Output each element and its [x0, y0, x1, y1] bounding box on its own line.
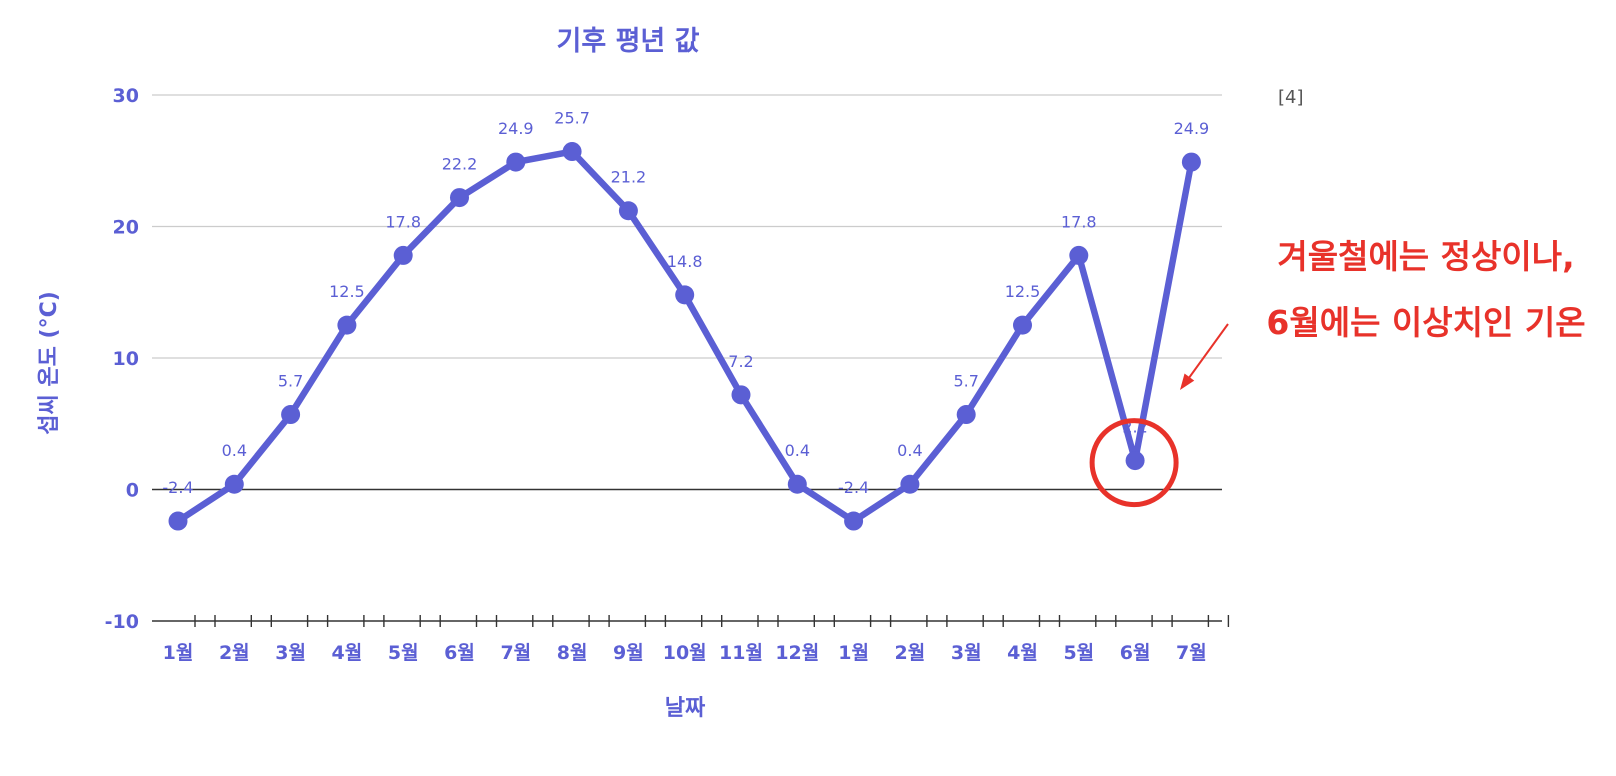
- data-label: 5.7: [953, 372, 978, 391]
- data-label: 24.9: [1174, 119, 1210, 138]
- annotation: 겨울철에는 정상이나, 6월에는 이상치인 기온: [1089, 237, 1586, 508]
- data-label: 14.8: [667, 252, 703, 271]
- annotation-arrow-head: [1180, 373, 1195, 390]
- chart-title: 기후 평년 값: [557, 26, 700, 57]
- x-tick-label: 11월: [719, 642, 763, 664]
- highlight-circle: [1089, 418, 1179, 508]
- data-points: [168, 142, 1201, 531]
- x-tick-label: 3월: [951, 642, 982, 664]
- y-tick-label: 10: [113, 348, 139, 370]
- series-polyline: [174, 148, 1195, 525]
- data-point: [1181, 152, 1201, 172]
- reference-label: [4]: [1278, 87, 1304, 108]
- grid: [152, 94, 1222, 622]
- x-tick-label: 6월: [444, 642, 475, 664]
- data-point: [844, 511, 864, 531]
- data-point: [168, 511, 188, 531]
- x-tick-label: 1월: [163, 642, 194, 664]
- data-point: [1013, 315, 1032, 335]
- data-point: [337, 315, 357, 335]
- y-tick-label: -10: [105, 611, 139, 633]
- data-label: 17.8: [1061, 212, 1097, 231]
- data-point: [900, 474, 920, 494]
- x-tick-label: 10월: [663, 642, 707, 664]
- data-labels: -2.4 0.4 5.7 12.5 17.8 22.2 24.9 25.7 21.2 14.8 7.…: [162, 109, 1209, 498]
- data-label: -2.4: [162, 478, 193, 497]
- data-label: 12.5: [329, 282, 365, 301]
- x-tick-label: 5월: [388, 642, 419, 664]
- y-tick-label: 0: [126, 480, 139, 502]
- y-tick-label: 30: [113, 85, 139, 107]
- data-point: [281, 405, 301, 425]
- x-tick-label: 4월: [332, 642, 363, 664]
- data-point: [393, 245, 413, 265]
- data-label: 17.8: [385, 212, 421, 231]
- x-tick-label: 5월: [1063, 642, 1094, 664]
- data-point: [731, 385, 751, 405]
- data-point: [675, 285, 695, 305]
- data-point: [1069, 245, 1089, 265]
- data-label: 0.4: [785, 441, 810, 460]
- x-tick-label: 3월: [275, 642, 306, 664]
- x-tick-label: 2월: [219, 642, 250, 664]
- data-label: 5.7: [278, 372, 303, 391]
- data-label: 0.4: [222, 441, 247, 460]
- y-axis-title: 섭씨 온도 (°C): [37, 291, 62, 435]
- x-tick-label: 6월: [1120, 642, 1151, 664]
- data-label: 7.2: [728, 352, 753, 371]
- data-label: 0.4: [897, 441, 922, 460]
- data-label: 25.7: [554, 109, 590, 128]
- x-tick-label: 1월: [838, 642, 869, 664]
- x-tick-label: 9월: [613, 642, 644, 664]
- data-label: 22.2: [442, 155, 478, 174]
- x-axis: 1월 2월 3월 4월 5월 6월 7월 8월 9월 10월 11월 12월 1월 2월 3월 4월 5월 6월 7…: [163, 615, 1230, 664]
- data-point: [787, 474, 807, 494]
- x-tick-label: 4월: [1007, 642, 1038, 664]
- y-axis: -10 0 10 20 30: [105, 85, 139, 633]
- series-line: [174, 148, 1195, 525]
- data-point: [450, 188, 469, 208]
- data-label: -2.4: [838, 478, 869, 497]
- x-tick-label: 8월: [557, 642, 588, 664]
- annotation-line-1: 겨울철에는 정상이나,: [1277, 237, 1574, 276]
- data-label: 24.9: [498, 119, 534, 138]
- x-axis-title: 날짜: [665, 696, 706, 721]
- annotation-arrow-line: [1185, 323, 1229, 383]
- data-point: [618, 201, 638, 221]
- data-point: [956, 405, 976, 425]
- x-tick-label: 7월: [1176, 642, 1207, 664]
- data-point: [506, 152, 526, 172]
- data-point: [1125, 451, 1145, 471]
- x-tick-label: 7월: [500, 642, 531, 664]
- annotation-line-2: 6월에는 이상치인 기온: [1266, 303, 1585, 342]
- data-point: [224, 474, 244, 494]
- y-tick-label: 20: [113, 217, 139, 239]
- x-tick-label: 12월: [775, 642, 819, 664]
- data-label: 21.2: [611, 168, 647, 187]
- x-tick-label: 2월: [895, 642, 926, 664]
- data-point: [562, 142, 582, 162]
- data-label: 12.5: [1005, 282, 1041, 301]
